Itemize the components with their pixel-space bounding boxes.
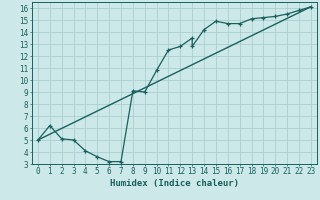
X-axis label: Humidex (Indice chaleur): Humidex (Indice chaleur) (110, 179, 239, 188)
